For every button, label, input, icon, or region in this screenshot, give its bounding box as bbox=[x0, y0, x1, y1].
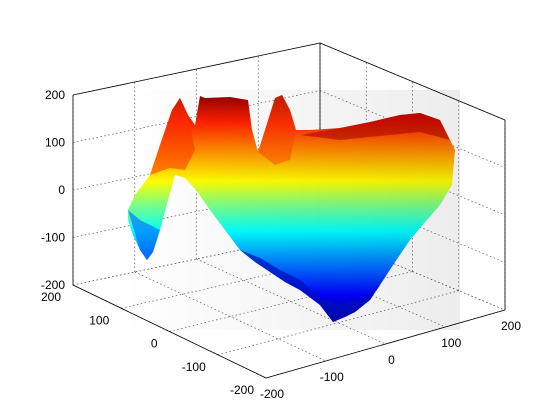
surface bbox=[120, 90, 460, 330]
z-tick-label: -200 bbox=[41, 278, 65, 292]
x-tick-label: 200 bbox=[501, 319, 521, 333]
y-tick-label: 100 bbox=[89, 313, 109, 327]
y-tick-label: 200 bbox=[41, 290, 61, 304]
z-tick-label: 200 bbox=[45, 88, 65, 102]
z-tick-label: -100 bbox=[41, 231, 65, 245]
y-tick-label: 0 bbox=[151, 337, 158, 351]
y-axis-line bbox=[72, 284, 267, 379]
y-tick-label: -200 bbox=[230, 383, 254, 397]
x-tick-label: -200 bbox=[260, 387, 284, 401]
x-tick-label: -100 bbox=[320, 370, 344, 384]
x-tick-label: 100 bbox=[441, 336, 461, 350]
box-top-edge bbox=[72, 42, 321, 96]
z-tick-label: 0 bbox=[58, 183, 65, 197]
x-axis-line bbox=[265, 309, 506, 379]
z-tick-label: 100 bbox=[45, 136, 65, 150]
box-top-edge bbox=[319, 42, 506, 121]
x-tick-label: 0 bbox=[388, 353, 395, 367]
y-tick-label: -100 bbox=[182, 360, 206, 374]
